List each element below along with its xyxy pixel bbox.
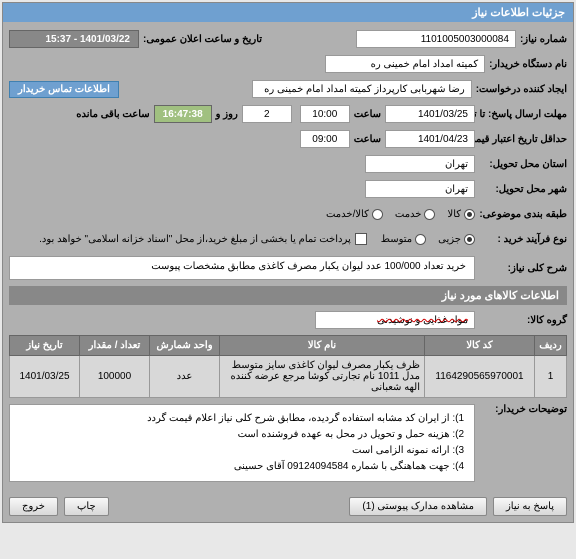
time-label-1: ساعت xyxy=(350,109,385,120)
row-general-desc: شرح کلی نیاز: خرید تعداد 100/000 عدد لیو… xyxy=(9,256,567,280)
th-row: ردیف xyxy=(535,336,567,356)
th-qty: تعداد / مقدار xyxy=(80,336,150,356)
radio-both-input[interactable] xyxy=(372,209,383,220)
panel-title: جزئیات اطلاعات نیاز xyxy=(3,3,573,22)
exit-button[interactable]: خروج xyxy=(9,497,58,516)
deadline-date: 1401/03/25 xyxy=(385,105,475,123)
print-button[interactable]: چاپ xyxy=(64,497,109,516)
delivery-city-value: تهران xyxy=(365,155,475,173)
radio-partial-label: جزیی xyxy=(438,234,461,245)
delivery-city-label: استان محل تحویل: xyxy=(475,159,567,170)
th-code: کد کالا xyxy=(425,336,535,356)
days-remaining: 2 xyxy=(242,105,292,123)
radio-medium[interactable]: متوسط xyxy=(381,234,426,245)
days-label: روز و xyxy=(212,109,242,120)
category-label: طبقه بندی موضوعی: xyxy=(475,209,567,220)
radio-goods-input[interactable] xyxy=(464,209,475,220)
countdown: 16:47:38 xyxy=(154,105,212,123)
radio-both[interactable]: کالا/خدمت xyxy=(326,209,383,220)
remaining-label: ساعت باقی مانده xyxy=(72,109,153,120)
radio-service-input[interactable] xyxy=(424,209,435,220)
category-radio-group: کالا خدمت کالا/خدمت xyxy=(326,209,475,220)
row-buyer-notes: توضیحات خریدار: 1): از ایران کد مشابه اس… xyxy=(9,404,567,482)
th-name: نام کالا xyxy=(220,336,425,356)
buyer-name-label: نام دستگاه خریدار: xyxy=(485,59,567,70)
table-header-row: ردیف کد کالا نام کالا واحد شمارش تعداد /… xyxy=(10,336,567,356)
cell-date: 1401/03/25 xyxy=(10,356,80,398)
radio-service[interactable]: خدمت xyxy=(395,209,436,220)
need-number-label: شماره نیاز: xyxy=(516,34,567,45)
panel-body: شماره نیاز: 1101005003000084 تاریخ و ساع… xyxy=(3,22,573,491)
general-desc-value: خرید تعداد 100/000 عدد لیوان یکبار مصرف … xyxy=(9,256,475,280)
buyer-notes-box: 1): از ایران کد مشابه استفاده گردیده، مط… xyxy=(9,404,475,482)
items-section-title: اطلاعات کالاهای مورد نیاز xyxy=(9,286,567,305)
group-label: گروه کالا: xyxy=(475,315,567,326)
delivery-town-value: تهران xyxy=(365,180,475,198)
radio-goods[interactable]: کالا xyxy=(447,209,475,220)
radio-partial-input[interactable] xyxy=(464,234,475,245)
cell-code: 1164290565970001 xyxy=(425,356,535,398)
radio-medium-input[interactable] xyxy=(415,234,426,245)
note-line: 3): ارائه نمونه الزامی است xyxy=(20,443,464,459)
radio-both-label: کالا/خدمت xyxy=(326,209,369,220)
deadline-time: 10:00 xyxy=(300,105,350,123)
deadline-label: مهلت ارسال پاسخ: تا تاریخ: xyxy=(475,109,567,120)
cell-unit: عدد xyxy=(150,356,220,398)
reply-button[interactable]: پاسخ به نیاز xyxy=(493,497,567,516)
main-panel: جزئیات اطلاعات نیاز شماره نیاز: 11010050… xyxy=(2,2,574,523)
buyer-notes-label: توضیحات خریدار: xyxy=(475,404,567,415)
note-line: 1): از ایران کد مشابه استفاده گردیده، مط… xyxy=(20,411,464,427)
need-number-value: 1101005003000084 xyxy=(356,30,516,48)
row-process: نوع فرآیند خرید : جزیی متوسط پرداخت تمام… xyxy=(9,228,567,250)
requester-label: ایجاد کننده درخواست: xyxy=(472,84,567,95)
validity-time: 09:00 xyxy=(300,130,350,148)
datetime-label: تاریخ و ساعت اعلان عمومی: xyxy=(139,34,262,45)
general-desc-label: شرح کلی نیاز: xyxy=(475,263,567,274)
note-line: 2): هزینه حمل و تحویل در محل به عهده فرو… xyxy=(20,427,464,443)
cell-qty: 100000 xyxy=(80,356,150,398)
delivery-town-label: شهر محل تحویل: xyxy=(475,184,567,195)
row-category: طبقه بندی موضوعی: کالا خدمت کالا/خدمت xyxy=(9,203,567,225)
requester-value: رضا شهربابی کارپرداز کمیته امداد امام خم… xyxy=(252,80,472,98)
table-row: 11164290565970001ظرف یکبار مصرف لیوان کا… xyxy=(10,356,567,398)
cell-row: 1 xyxy=(535,356,567,398)
attachments-button[interactable]: مشاهده مدارک پیوستی (1) xyxy=(349,497,487,516)
group-value: مواد غذایی و نوشیدنی xyxy=(315,311,475,329)
th-unit: واحد شمارش xyxy=(150,336,220,356)
datetime-value: 1401/03/22 - 15:37 xyxy=(9,30,139,48)
radio-medium-label: متوسط xyxy=(381,234,412,245)
button-bar: پاسخ به نیاز مشاهده مدارک پیوستی (1) چاپ… xyxy=(3,491,573,522)
payment-note: پرداخت تمام یا بخشی از مبلغ خرید،از محل … xyxy=(39,234,355,245)
items-table: ردیف کد کالا نام کالا واحد شمارش تعداد /… xyxy=(9,335,567,398)
validity-label: حداقل تاریخ اعتبار قیمت: تا تاریخ: xyxy=(475,134,567,145)
buyer-name-value: کمیته امداد امام خمینی ره xyxy=(325,55,485,73)
row-deadline: مهلت ارسال پاسخ: تا تاریخ: 1401/03/25 سا… xyxy=(9,103,567,125)
row-validity: حداقل تاریخ اعتبار قیمت: تا تاریخ: 1401/… xyxy=(9,128,567,150)
time-label-2: ساعت xyxy=(350,134,385,145)
contact-header[interactable]: اطلاعات تماس خریدار xyxy=(9,81,119,98)
radio-goods-label: کالا xyxy=(447,209,461,220)
row-requester: ایجاد کننده درخواست: رضا شهربابی کارپردا… xyxy=(9,78,567,100)
row-need-number: شماره نیاز: 1101005003000084 تاریخ و ساع… xyxy=(9,28,567,50)
row-buyer: نام دستگاه خریدار: کمیته امداد امام خمین… xyxy=(9,53,567,75)
process-label: نوع فرآیند خرید : xyxy=(475,234,567,245)
radio-service-label: خدمت xyxy=(395,209,422,220)
row-group: گروه کالا: مواد غذایی و نوشیدنی xyxy=(9,309,567,331)
payment-checkbox[interactable] xyxy=(355,233,367,245)
row-delivery-city: استان محل تحویل: تهران xyxy=(9,153,567,175)
row-delivery-town: شهر محل تحویل: تهران xyxy=(9,178,567,200)
validity-date: 1401/04/23 xyxy=(385,130,475,148)
cell-name: ظرف یکبار مصرف لیوان کاغذی سایز متوسط مد… xyxy=(220,356,425,398)
radio-partial[interactable]: جزیی xyxy=(438,234,475,245)
process-radio-group: جزیی متوسط xyxy=(381,234,475,245)
th-date: تاریخ نیاز xyxy=(10,336,80,356)
note-line: 4): جهت هماهنگی با شماره 09124094584 آقا… xyxy=(20,459,464,475)
